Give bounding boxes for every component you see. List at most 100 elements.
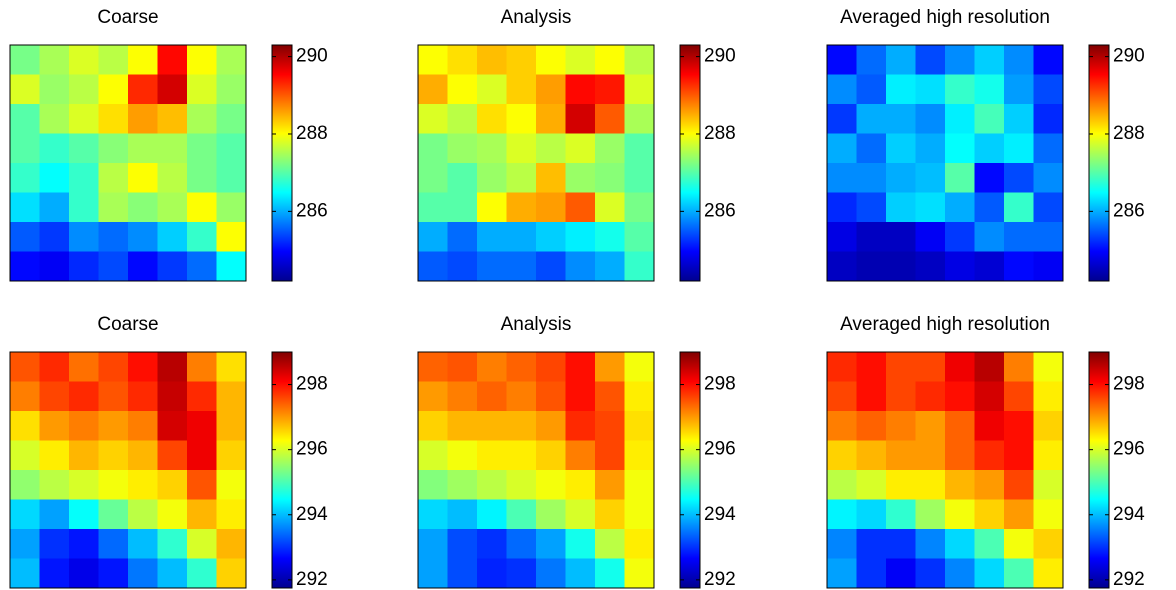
heatmap-cell <box>565 352 596 382</box>
heatmap-cell <box>915 440 946 471</box>
heatmap-cell <box>595 222 625 252</box>
heatmap-cell <box>10 222 40 252</box>
heatmap-cell <box>418 192 448 223</box>
heatmap-cell <box>915 411 946 441</box>
heatmap-cell <box>39 529 70 559</box>
colorbar-tick-label: 286 <box>704 200 736 221</box>
heatmap-cell <box>128 163 158 193</box>
heatmap-cell <box>624 133 655 164</box>
heatmap-cell <box>595 558 625 589</box>
heatmap-cell <box>187 440 217 471</box>
heatmap-cell <box>98 529 129 559</box>
heatmap-cell <box>69 192 99 223</box>
heatmap-cell <box>974 251 1005 282</box>
heatmap-cell <box>98 163 129 193</box>
panel-title: Averaged high resolution <box>840 7 1050 28</box>
heatmap-cell <box>945 222 975 252</box>
heatmap-cell <box>128 381 158 412</box>
heatmap-cell <box>1033 558 1064 589</box>
heatmap-cell <box>945 352 975 382</box>
heatmap-cell <box>536 470 566 500</box>
heatmap-cell <box>216 222 247 252</box>
panel-title: Analysis <box>501 7 572 28</box>
heatmap-cell <box>915 133 946 164</box>
heatmap-cell <box>10 470 40 500</box>
heatmap-cell <box>69 470 99 500</box>
heatmap-cell <box>216 104 247 134</box>
heatmap-cell <box>10 411 40 441</box>
heatmap-cell <box>1033 45 1064 75</box>
heatmap-cell <box>477 163 507 193</box>
heatmap-cell <box>856 440 887 471</box>
colorbar <box>271 351 293 589</box>
heatmap-cell <box>565 45 596 75</box>
heatmap-cell <box>827 163 857 193</box>
heatmap-cell <box>216 45 247 75</box>
heatmap-cell <box>216 163 247 193</box>
heatmap-cell <box>477 104 507 134</box>
colorbar-tick-label: 292 <box>1113 569 1145 590</box>
heatmap-cell <box>506 222 537 252</box>
heatmap-cell <box>447 470 478 500</box>
heatmap-cell <box>477 222 507 252</box>
heatmap-cell <box>98 192 129 223</box>
heatmap-cell <box>1004 74 1034 105</box>
heatmap-cell <box>187 470 217 500</box>
heatmap-cell <box>187 558 217 589</box>
heatmap-cell <box>856 499 887 530</box>
heatmap-cell <box>128 251 158 282</box>
colorbar <box>679 44 701 282</box>
heatmap-cell <box>418 222 448 252</box>
heatmap-cell <box>10 529 40 559</box>
heatmap-cell <box>69 411 99 441</box>
heatmap-cell <box>595 163 625 193</box>
heatmap-cell <box>1033 440 1064 471</box>
heatmap-cell <box>10 251 40 282</box>
plot-frame <box>9 351 247 589</box>
heatmap-cell <box>10 381 40 412</box>
heatmap-cell <box>418 381 448 412</box>
heatmap-cell <box>157 251 188 282</box>
heatmap-cell <box>10 133 40 164</box>
heatmap-cell <box>418 45 448 75</box>
heatmap-cell <box>856 222 887 252</box>
heatmap-cell <box>447 381 478 412</box>
heatmap-cell <box>856 529 887 559</box>
heatmap-cell <box>595 133 625 164</box>
heatmap-cell <box>856 558 887 589</box>
colorbar-tick-label: 292 <box>704 569 736 590</box>
heatmap-cell <box>187 222 217 252</box>
heatmap-cell <box>39 411 70 441</box>
heatmap-cell <box>624 163 655 193</box>
heatmap-cell <box>974 499 1005 530</box>
heatmap-cell <box>915 104 946 134</box>
heatmap-cell <box>187 133 217 164</box>
heatmap-cell <box>216 381 247 412</box>
heatmap-cell <box>1004 499 1034 530</box>
heatmap-cell <box>974 192 1005 223</box>
heatmap-cell <box>945 499 975 530</box>
heatmap-cell <box>827 352 857 382</box>
heatmap-cell <box>565 470 596 500</box>
heatmap-cell <box>886 381 916 412</box>
heatmap-cell <box>536 381 566 412</box>
colorbar-tick-label: 296 <box>704 439 736 460</box>
heatmap-cell <box>98 251 129 282</box>
heatmap-cell <box>187 499 217 530</box>
heatmap-cell <box>69 222 99 252</box>
heatmap-cell <box>565 104 596 134</box>
heatmap-cell <box>157 104 188 134</box>
heatmap-cell <box>565 440 596 471</box>
heatmap-cell <box>1004 558 1034 589</box>
heatmap-cell <box>447 133 478 164</box>
heatmap-cell <box>624 74 655 105</box>
heatmap-cell <box>157 192 188 223</box>
heatmap-cell <box>506 104 537 134</box>
heatmap-cell <box>447 74 478 105</box>
heatmap-cell <box>447 440 478 471</box>
colorbar-tick-label: 288 <box>704 123 736 144</box>
heatmap-cell <box>39 470 70 500</box>
heatmap-cell <box>10 74 40 105</box>
heatmap-cell <box>856 411 887 441</box>
heatmap-cell <box>447 352 478 382</box>
